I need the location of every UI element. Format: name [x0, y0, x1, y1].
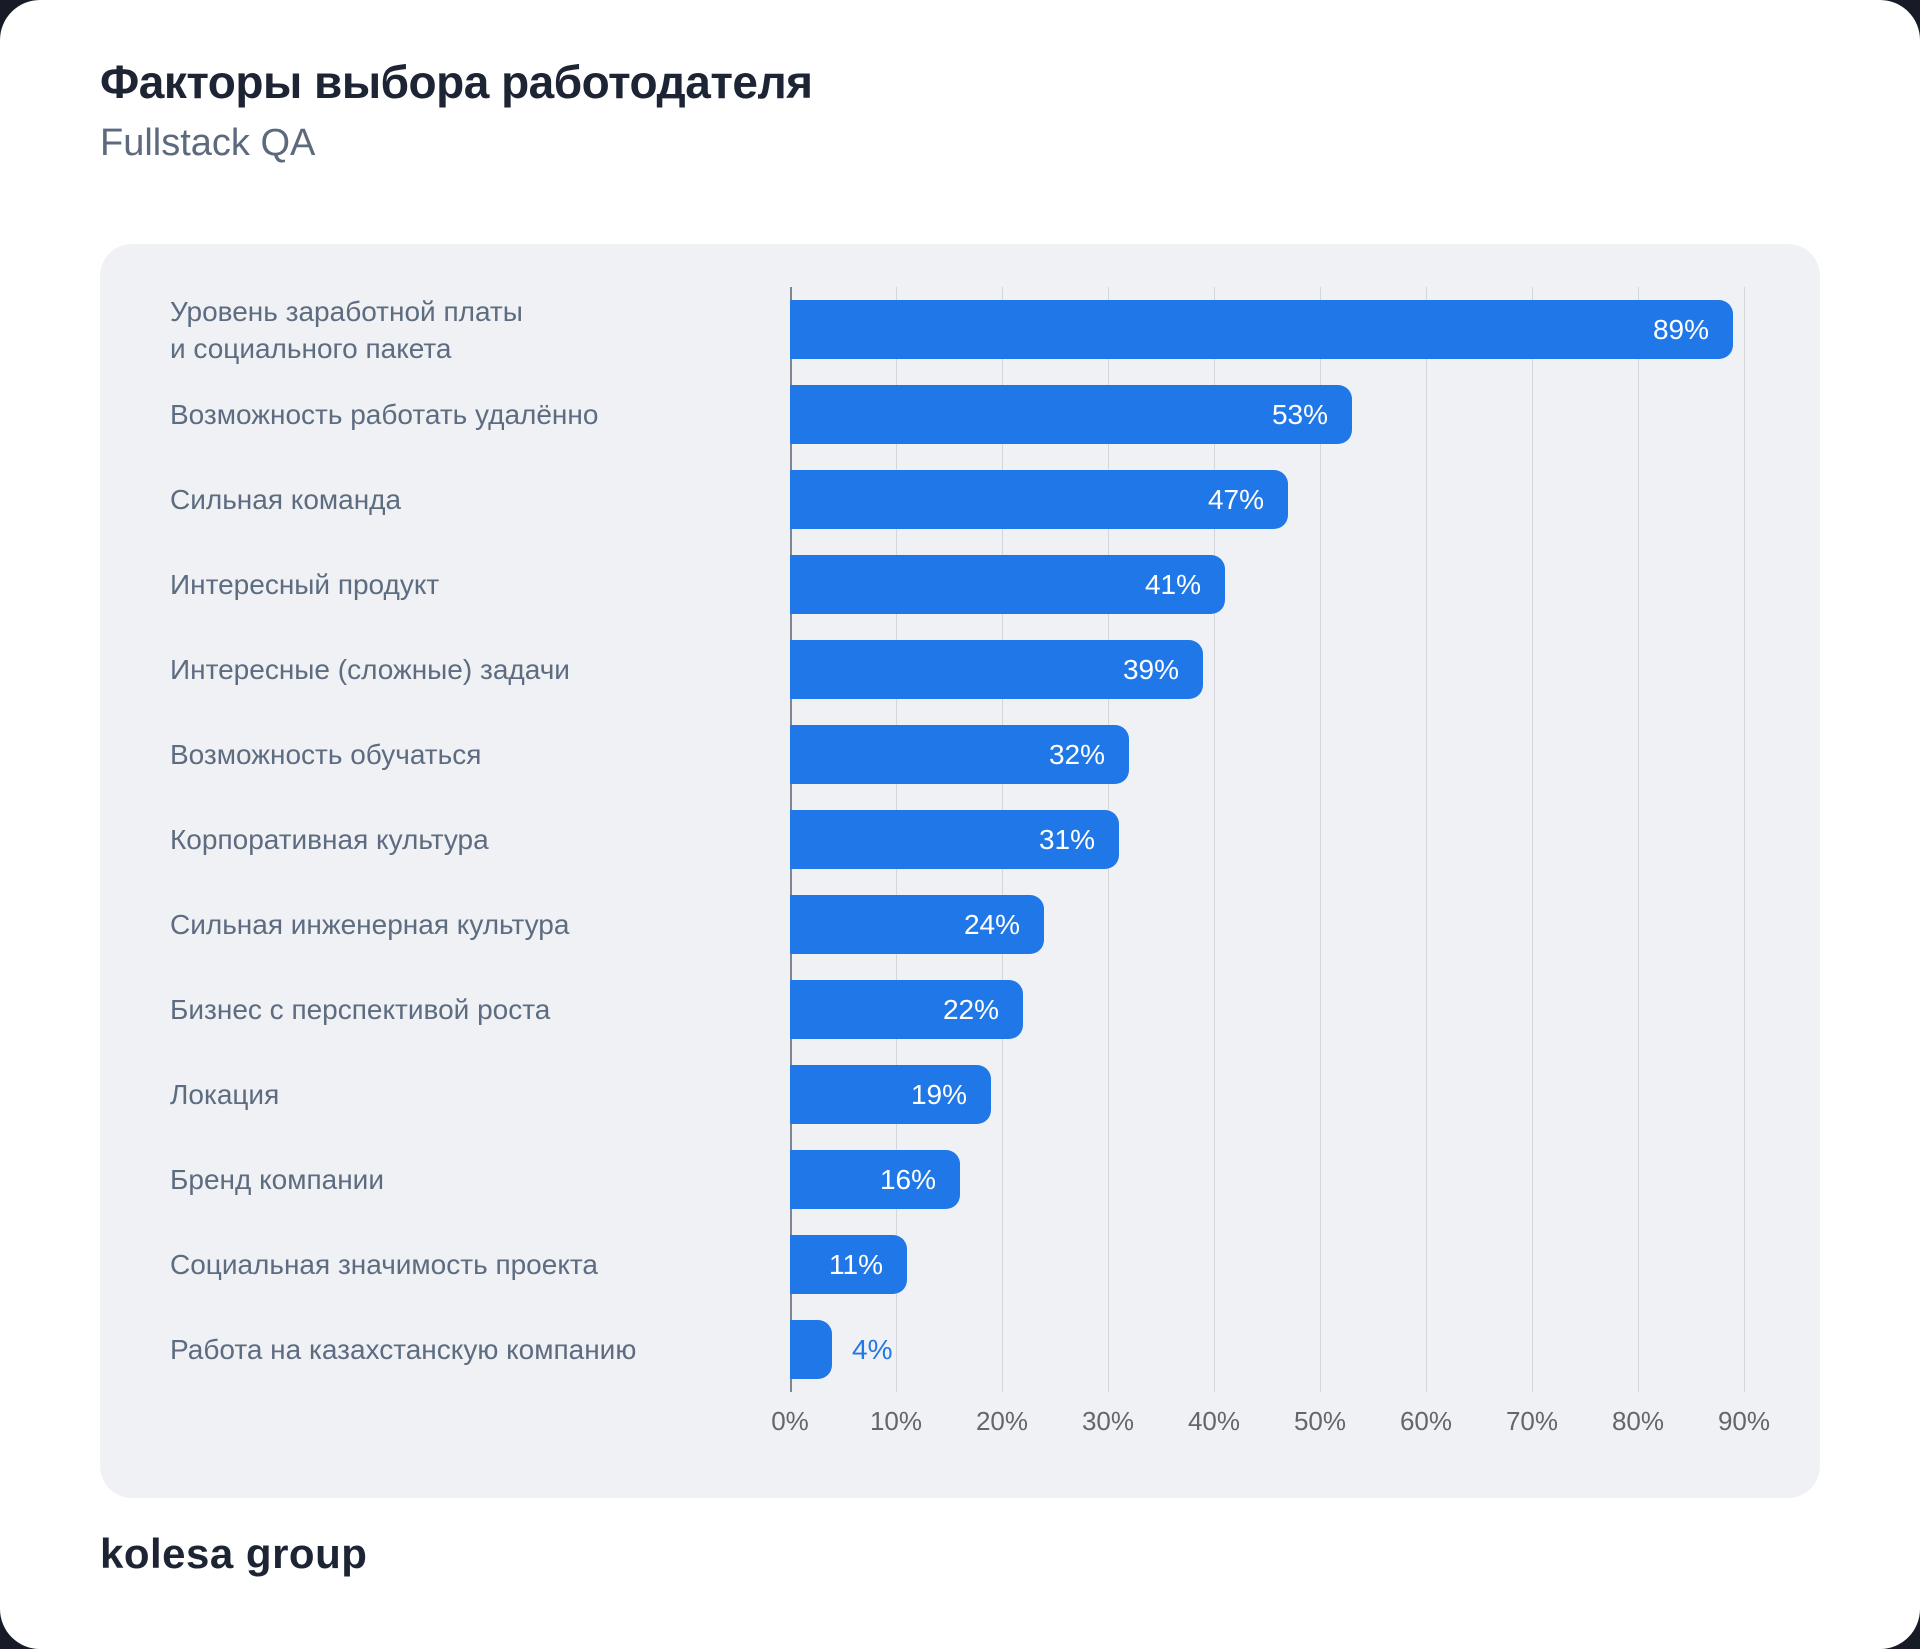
bar: 16% [790, 1150, 960, 1209]
x-tick-label: 0% [771, 1406, 809, 1436]
page-title: Факторы выбора работодателя [100, 56, 813, 108]
bar-track: 41% [790, 542, 1820, 627]
value-label: 11% [829, 1248, 883, 1280]
value-label: 39% [1122, 653, 1179, 685]
x-tick-label: 50% [1293, 1406, 1347, 1436]
value-label: 4% [852, 1333, 893, 1365]
bar-track: 39% [790, 627, 1820, 712]
bar: 22% [790, 980, 1023, 1039]
bar: 32% [790, 725, 1129, 784]
chart-row: Работа на казахстанскую компанию 4% [100, 1307, 1820, 1392]
value-label: 32% [1048, 738, 1105, 770]
value-label: 31% [1038, 823, 1095, 855]
category-label: Бизнес с перспективой роста [170, 994, 551, 1025]
category-label: Работа на казахстанскую компанию [170, 1334, 637, 1365]
chart-row: Интересный продукт 41% [100, 542, 1820, 627]
chart-row: Локация 19% [100, 1052, 1820, 1137]
x-tick-label: 80% [1611, 1406, 1665, 1436]
bar: 53% [790, 385, 1352, 444]
bar-track: 19% [790, 1052, 1820, 1137]
bar: 11% [790, 1235, 907, 1294]
bar-track: 31% [790, 797, 1820, 882]
x-tick-label: 40% [1187, 1406, 1241, 1436]
bar-track: 47% [790, 457, 1820, 542]
chart-row: Бизнес с перспективой роста 22% [100, 967, 1820, 1052]
value-label: 22% [942, 993, 999, 1025]
x-tick-label: 30% [1081, 1406, 1135, 1436]
page-subtitle: Fullstack QA [100, 121, 316, 164]
bar-track: 32% [790, 712, 1820, 797]
bar: 39% [790, 640, 1203, 699]
value-label: 53% [1271, 398, 1328, 430]
bar: 89% [790, 300, 1733, 359]
bar-track: 16% [790, 1137, 1820, 1222]
bar: 24% [790, 895, 1044, 954]
category-label: Уровень заработной платы и социального п… [170, 295, 523, 364]
kolesa-group-logo: kolesa group [100, 1530, 368, 1577]
category-label: Сильная команда [170, 484, 402, 515]
header: Факторы выбора работодателя Fullstack QA [100, 56, 813, 165]
chart-rows: Уровень заработной платы и социального п… [100, 287, 1820, 1392]
chart-row: Корпоративная культура 31% [100, 797, 1820, 882]
bar [790, 1320, 832, 1379]
chart-row: Сильная инженерная культура 24% [100, 882, 1820, 967]
chart-row: Возможность обучаться 32% [100, 712, 1820, 797]
value-label: 16% [879, 1163, 936, 1195]
bar-chart: Уровень заработной платы и социального п… [100, 287, 1820, 1444]
x-axis-ticks: 0% 10% 20% 30% 40% 50% 60% 70% 80% 90% [771, 1392, 1820, 1444]
chart-row: Уровень заработной платы и социального п… [100, 287, 1820, 372]
chart-row: Сильная команда 47% [100, 457, 1820, 542]
category-label: Сильная инженерная культура [170, 909, 570, 940]
category-label: Возможность обучаться [170, 739, 482, 770]
category-label: Корпоративная культура [170, 824, 489, 855]
bar-track: 89% [790, 287, 1820, 372]
category-label: Интересный продукт [170, 569, 440, 600]
bar: 19% [790, 1065, 991, 1124]
category-label: Возможность работать удалённо [170, 399, 599, 430]
chart-card: Уровень заработной платы и социального п… [100, 244, 1820, 1498]
category-label: Бренд компании [170, 1164, 384, 1195]
value-label: 24% [963, 908, 1020, 940]
chart-row: Бренд компании 16% [100, 1137, 1820, 1222]
bar-track: 4% [790, 1307, 1820, 1392]
x-tick-label: 70% [1505, 1406, 1559, 1436]
bar-track: 22% [790, 967, 1820, 1052]
category-label: Интересные (сложные) задачи [170, 654, 570, 685]
category-label: Локация [170, 1079, 280, 1110]
value-label: 41% [1144, 568, 1201, 600]
bar-track: 11% [790, 1222, 1820, 1307]
value-label: 89% [1652, 313, 1709, 345]
bar-track: 53% [790, 372, 1820, 457]
bar: 47% [790, 470, 1288, 529]
x-tick-label: 20% [975, 1406, 1029, 1436]
bar: 31% [790, 810, 1119, 869]
value-label: 47% [1207, 483, 1264, 515]
chart-row: Интересные (сложные) задачи 39% [100, 627, 1820, 712]
chart-row: Социальная значимость проекта 11% [100, 1222, 1820, 1307]
x-tick-label: 10% [869, 1406, 923, 1436]
x-tick-label: 60% [1399, 1406, 1453, 1436]
value-label: 19% [910, 1078, 967, 1110]
x-tick-label: 90% [1717, 1406, 1771, 1436]
category-label: Социальная значимость проекта [170, 1249, 598, 1280]
bar-track: 24% [790, 882, 1820, 967]
chart-row: Возможность работать удалённо 53% [100, 372, 1820, 457]
bar: 41% [790, 555, 1225, 614]
